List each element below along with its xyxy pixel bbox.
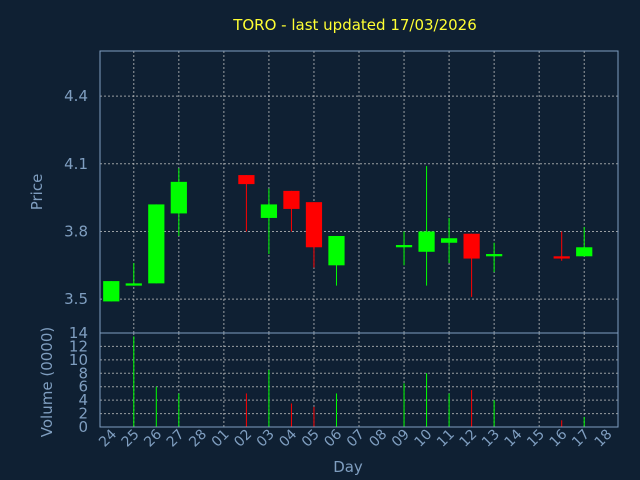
volume-tick-label: 6 xyxy=(78,378,88,396)
candle-body-26 xyxy=(148,204,165,284)
candle-body-27 xyxy=(170,181,187,214)
candle-body-24 xyxy=(103,281,120,302)
candle-body-09 xyxy=(395,245,413,248)
price-tick-label: 4.1 xyxy=(64,155,88,173)
volume-tick-label: 12 xyxy=(69,337,88,355)
candle-body-25 xyxy=(125,283,142,286)
candle-body-12 xyxy=(463,233,480,259)
price-tick-label: 4.4 xyxy=(64,87,88,105)
candle-body-03 xyxy=(260,204,278,218)
candle-body-10 xyxy=(418,231,435,252)
volume-tick-label: 14 xyxy=(69,324,88,342)
volume-series xyxy=(133,336,585,427)
price-tick-label: 3.8 xyxy=(64,222,88,240)
volume-tick-label: 4 xyxy=(78,391,88,409)
candle-body-05 xyxy=(305,202,323,248)
volume-axis-label: Volume (0000) xyxy=(38,327,56,437)
candle-body-06 xyxy=(328,235,345,266)
candle-body-16 xyxy=(553,256,570,259)
x-axis-label: Day xyxy=(333,458,363,476)
price-tick-labels: 3.5 3.8 4.1 4.4 xyxy=(64,87,88,308)
chart-title: TORO - last updated 17/03/2026 xyxy=(232,16,477,34)
candle-body-17 xyxy=(576,247,593,257)
candle-body-11 xyxy=(440,238,458,243)
price-axis-label: Price xyxy=(28,174,46,211)
candlestick-series xyxy=(103,166,593,302)
volume-panel-frame xyxy=(99,332,619,428)
candle-body-13 xyxy=(486,254,503,257)
candle-body-02 xyxy=(238,175,255,185)
candle-body-04 xyxy=(283,190,300,209)
volume-tick-label: 10 xyxy=(69,351,88,369)
volume-tick-label: 8 xyxy=(78,364,88,382)
volume-tick-label: 2 xyxy=(78,405,88,423)
volume-tick-label: 0 xyxy=(78,418,88,436)
x-tick-labels: 2425262728010203040506070809101112131415… xyxy=(96,426,615,450)
price-tick-label: 3.5 xyxy=(64,290,88,308)
